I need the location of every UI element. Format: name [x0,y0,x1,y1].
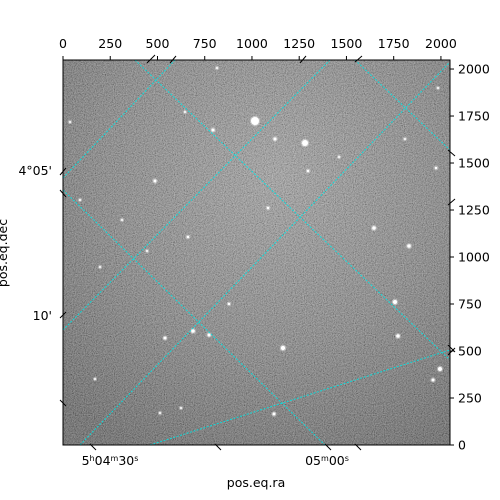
grid-line-6 [354,60,450,151]
ra-tick-label-1: 5h04m30s [82,453,139,468]
star-23 [227,302,231,306]
grid-line-5 [63,189,326,445]
star-14 [191,329,195,333]
star-13 [280,345,286,351]
star-3 [273,137,277,141]
star-11 [99,266,101,268]
top-tick-label-6: 1500 [331,36,363,51]
star-32 [79,199,81,201]
edge-tick-1 [169,55,177,64]
x-axis-label: pos.eq.ra [227,475,285,490]
edge-tick-3 [354,55,363,63]
right-tick-label-5: 1250 [458,203,490,218]
star-19 [431,378,435,382]
grid-line-3 [63,60,331,331]
edge-tick-9 [447,198,456,206]
star-4 [153,179,157,183]
edge-tick-13 [214,443,222,451]
edge-tick-8 [447,149,456,157]
edge-tick-14 [324,443,332,451]
right-pixel-axis: 0 250 500 750 1000 1250 1500 1750 2000 [450,62,490,453]
edge-tick-0 [146,54,156,64]
top-pixel-axis: 0 250 500 750 1000 1250 1500 1750 2000 [59,36,457,60]
star-6 [372,226,376,230]
star-33 [121,219,123,221]
world-axis-ticks [59,54,456,451]
star-26 [338,156,340,158]
star-2 [211,128,215,132]
star-17 [396,334,400,338]
star-28 [184,111,186,113]
edge-tick-10 [447,344,456,353]
star-7 [407,244,411,248]
right-tick-label-3: 750 [458,297,482,312]
top-tick-label-7: 1750 [378,36,410,51]
top-tick-label-0: 0 [59,36,67,51]
star-29 [69,121,71,123]
grid-line-1 [63,60,176,179]
star-10 [146,250,148,252]
right-tick-label-6: 1500 [458,156,490,171]
right-tick-label-8: 2000 [458,62,490,77]
star-9 [186,235,190,239]
star-20 [272,412,276,416]
plot-frame [62,59,451,446]
dec-tick-label-2: 10' [33,308,52,323]
star-25 [404,138,406,140]
y-axis-label: pos.eq.dec [0,219,10,287]
edge-tick-15 [354,443,362,451]
grid-line-4 [134,60,450,361]
right-tick-label-7: 1750 [458,109,490,124]
star-21 [180,407,182,409]
star-12 [393,300,397,304]
star-15 [207,333,211,337]
edge-tick-12 [89,443,97,451]
edge-tick-7 [59,399,67,407]
dec-tick-label-1: 4°05' [18,163,52,178]
star-27 [216,67,218,69]
edge-tick-2 [299,55,307,64]
top-tick-label-5: 1250 [283,36,315,51]
top-tick-label-4: 1000 [236,36,268,51]
star-0 [251,117,259,125]
right-tick-label-2: 500 [458,344,482,359]
star-22 [159,412,161,414]
star-8 [434,166,438,170]
right-tick-label-1: 250 [458,391,482,406]
right-tick-label-0: 0 [458,438,466,453]
edge-tick-5 [59,189,67,198]
top-tick-label-3: 750 [193,36,217,51]
top-tick-label-8: 2000 [425,36,457,51]
star-30 [437,87,439,89]
stars-layer [67,65,444,417]
coordinate-grid [63,60,450,445]
star-24 [306,169,310,173]
edge-tick-4 [59,167,67,176]
star-31 [94,378,96,380]
top-tick-label-1: 250 [98,36,122,51]
star-5 [266,206,270,210]
edge-tick-6 [59,311,67,319]
top-tick-label-2: 500 [146,36,170,51]
star-1 [302,140,308,146]
star-18 [438,367,442,371]
star-16 [163,336,167,340]
right-tick-label-4: 1000 [458,250,490,265]
ra-tick-label-2: 05m00s [305,453,349,468]
edge-tick-11 [447,347,456,356]
image-area [62,59,451,446]
grid-line-0 [79,61,450,445]
